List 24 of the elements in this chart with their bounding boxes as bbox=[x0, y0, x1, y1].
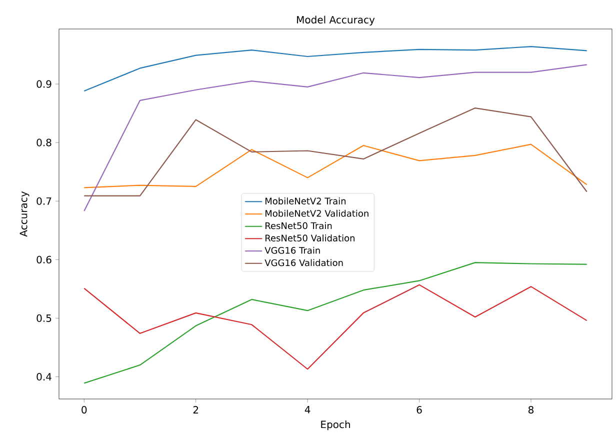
line-series bbox=[84, 107, 588, 196]
x-tick-label: 6 bbox=[416, 406, 422, 414]
y-tick-label: 0.9 bbox=[36, 80, 52, 88]
legend-label: MobileNetV2 Validation bbox=[266, 210, 368, 217]
legend-label: VGG16 Validation bbox=[264, 259, 343, 266]
y-tick-label: 0.8 bbox=[36, 138, 52, 146]
y-tick-label: 0.6 bbox=[36, 256, 52, 264]
y-tick-label: 0.7 bbox=[36, 197, 52, 205]
x-tick-label: 0 bbox=[82, 406, 87, 414]
x-tick-label: 4 bbox=[304, 406, 310, 414]
chart-title: Model Accuracy bbox=[297, 16, 375, 26]
legend-label: VGG16 Train bbox=[264, 246, 320, 254]
line-series bbox=[84, 144, 588, 188]
legend-label: ResNet50 Validation bbox=[266, 234, 354, 242]
legend-label: MobileNetV2 Train bbox=[266, 197, 346, 204]
x-tick-label: 8 bbox=[528, 406, 534, 414]
y-tick-label: 0.5 bbox=[36, 314, 52, 322]
line-series bbox=[84, 46, 588, 92]
legend-label: ResNet50 Train bbox=[266, 222, 332, 230]
x-axis-title: Epoch bbox=[321, 420, 350, 430]
y-tick-label: 0.4 bbox=[36, 372, 52, 381]
x-tick-label: 2 bbox=[193, 406, 198, 414]
y-axis-title: Accuracy bbox=[20, 191, 30, 237]
line-series bbox=[84, 284, 588, 370]
